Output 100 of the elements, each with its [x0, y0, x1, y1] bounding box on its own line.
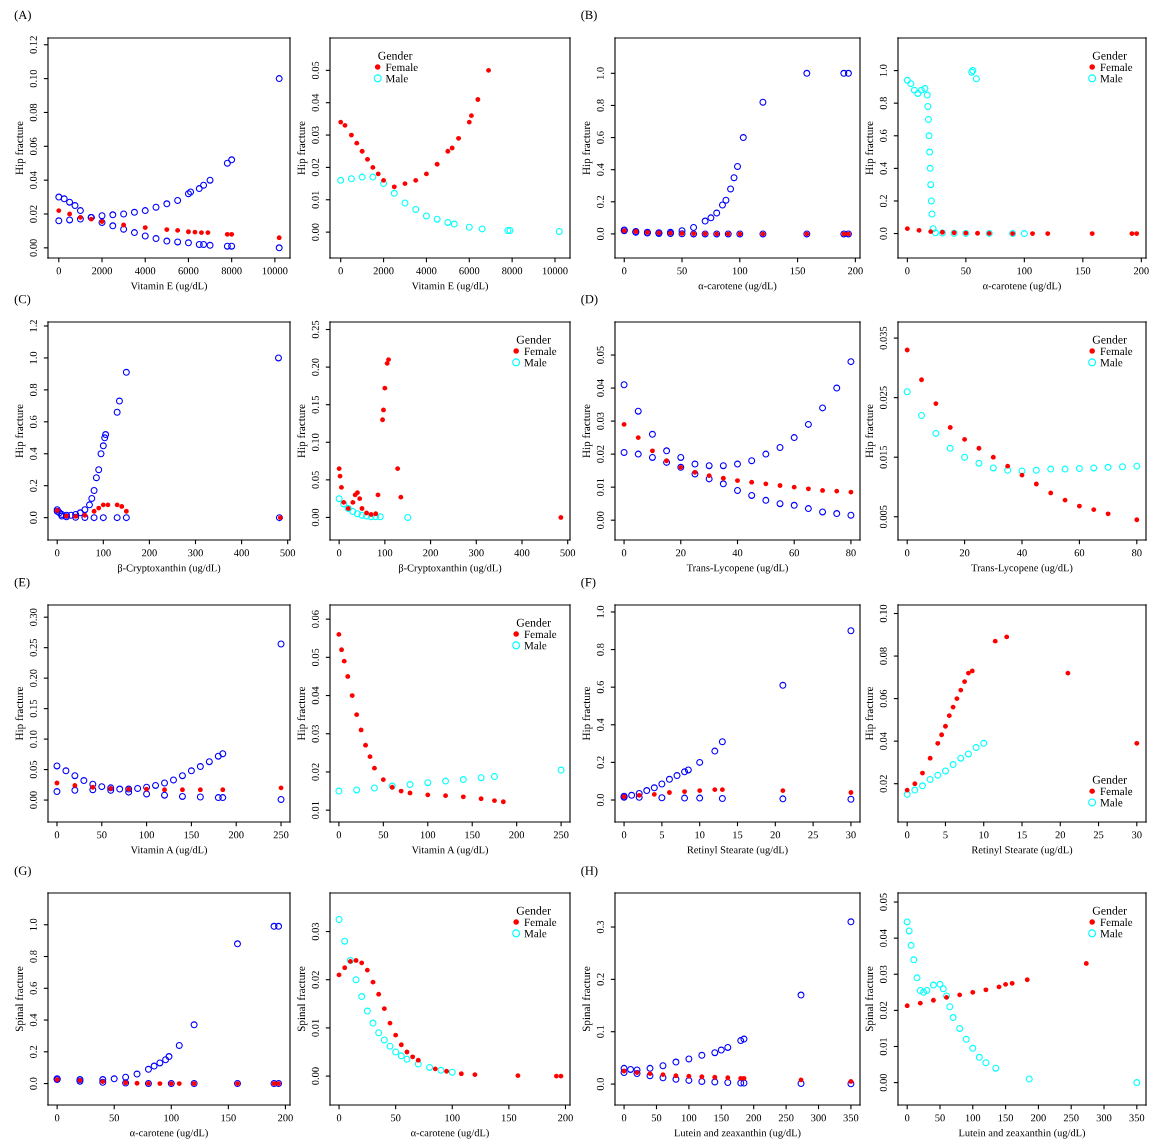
y-tick-label: 0.00	[596, 511, 604, 529]
y-tick-label: 0.10	[29, 730, 37, 748]
x-tick-label: 50	[961, 267, 971, 275]
y-axis-title: Hip fracture	[582, 121, 593, 175]
x-tick-label: 200	[142, 549, 157, 557]
y-axis-title: Hip fracture	[297, 686, 308, 741]
y-tick-label: 0.03	[596, 412, 604, 430]
y-tick-label: 0.2	[596, 195, 604, 208]
y-tick-label: 0.01	[879, 1038, 887, 1056]
x-tick-label: 100	[420, 831, 436, 839]
x-tick-label: 4000	[416, 267, 437, 275]
x-tick-label: 100	[96, 549, 111, 557]
x-tick-label: 15	[1017, 831, 1027, 839]
y-tick-label: 0.00	[311, 1067, 319, 1085]
x-axis-title: α-carotene (ug/dL)	[411, 1129, 489, 1139]
x-tick-label: 500	[280, 549, 296, 557]
x-tick-label: 250	[553, 831, 569, 839]
y-tick-label: 0.2	[29, 1045, 37, 1058]
x-tick-label: 60	[1074, 549, 1085, 557]
x-tick-label: 0	[621, 831, 627, 839]
y-tick-label: 0.06	[29, 137, 37, 156]
x-tick-label: 100	[377, 549, 393, 557]
x-tick-label: 200	[228, 831, 244, 839]
y-tick-label: 0.05	[311, 648, 319, 667]
y-axis-title: Hip fracture	[865, 404, 876, 458]
x-tick-label: 50	[935, 1114, 945, 1122]
y-axis-title: Hip fracture	[15, 121, 26, 175]
y-tick-label: 0.08	[879, 647, 887, 665]
legend-title: Gender	[1092, 775, 1127, 784]
x-tick-label: 30	[846, 831, 856, 839]
legend-label: Male	[385, 74, 408, 83]
x-tick-label: 0	[336, 831, 342, 839]
x-tick-label: 150	[501, 1114, 517, 1122]
y-tick-label: 0.08	[29, 103, 37, 122]
y-tick-label: 0.2	[596, 973, 604, 986]
x-tick-label: 30	[1132, 831, 1142, 839]
y-tick-label: 0.3	[596, 920, 604, 934]
y-tick-label: 0.00	[29, 239, 37, 257]
text: (C)	[14, 294, 31, 306]
x-tick-label: 300	[811, 1114, 826, 1122]
y-tick-label: 0.8	[29, 950, 37, 963]
text: (A)	[14, 10, 31, 22]
y-tick-label: 0.04	[879, 929, 887, 947]
x-axis-title: Vitamin A (ug/dL)	[411, 846, 488, 856]
y-tick-label: 0.30	[29, 608, 37, 626]
x-tick-label: 40	[1017, 549, 1027, 557]
y-axis-title: Spinal fracture	[297, 966, 308, 1032]
y-tick-label: 0.01	[311, 191, 319, 209]
x-tick-label: 350	[1129, 1114, 1145, 1122]
x-tick-label: 250	[778, 1114, 794, 1122]
x-tick-label: 200	[848, 267, 863, 275]
y-tick-label: 1.0	[596, 67, 604, 79]
x-tick-label: 60	[789, 549, 800, 557]
x-tick-label: 250	[273, 831, 289, 839]
y-tick-label: 0.2	[29, 479, 37, 492]
legend-label: Female	[1100, 347, 1133, 356]
y-axis-title: Hip fracture	[15, 686, 26, 741]
x-tick-label: 400	[233, 549, 250, 557]
x-tick-label: 100	[732, 267, 748, 275]
y-tick-label: 0.025	[879, 386, 887, 409]
x-tick-label: 0	[622, 267, 627, 275]
y-tick-label: 0.03	[311, 126, 319, 144]
y-tick-label: 0.12	[29, 36, 37, 54]
y-tick-label: 0.15	[29, 699, 37, 718]
y-tick-label: 0.4	[29, 1013, 37, 1027]
y-tick-label: 0.8	[596, 643, 604, 656]
x-tick-label: 2000	[373, 267, 394, 275]
y-tick-label: 0.4	[596, 718, 604, 731]
x-tick-label: 200	[423, 549, 438, 557]
x-axis-title: Trans-Lycopene (ug/dL)	[971, 564, 1073, 574]
y-tick-label: 0.25	[29, 638, 37, 657]
y-tick-label: 0.04	[311, 93, 319, 112]
x-tick-label: 0	[55, 549, 60, 557]
x-axis-title: Trans-Lycopene (ug/dL)	[686, 564, 788, 574]
y-tick-label: 0.05	[311, 471, 319, 489]
x-tick-label: 150	[790, 267, 806, 275]
x-tick-label: 10000	[542, 267, 568, 275]
text: (E)	[14, 577, 30, 589]
y-tick-label: 0.02	[311, 763, 319, 781]
x-axis-title: Vitamin A (ug/dL)	[130, 846, 207, 856]
x-axis-title: Retinyl Stearate (ug/dL)	[687, 846, 788, 856]
y-tick-label: 0.00	[311, 223, 319, 241]
y-tick-label: 0.03	[879, 965, 887, 983]
x-tick-label: 25	[808, 831, 818, 839]
x-tick-label: 10	[979, 831, 989, 839]
y-tick-label: 0.25	[311, 320, 319, 339]
y-tick-label: 0.10	[879, 604, 887, 623]
y-axis-title: Hip fracture	[297, 404, 308, 458]
y-tick-label: 0.15	[311, 395, 319, 414]
x-tick-label: 300	[468, 549, 484, 557]
x-tick-label: 4000	[135, 267, 156, 275]
y-tick-label: 0.00	[311, 508, 319, 527]
legend-label: Male	[524, 358, 547, 367]
y-tick-label: 0.035	[879, 326, 887, 350]
y-tick-label: 0.02	[596, 445, 604, 463]
y-tick-label: 0.1	[596, 1025, 604, 1038]
x-tick-label: 150	[221, 1114, 236, 1122]
y-axis-title: Spinal fracture	[15, 966, 26, 1032]
y-tick-label: 1.0	[29, 918, 37, 931]
legend-label: Female	[1100, 63, 1133, 72]
